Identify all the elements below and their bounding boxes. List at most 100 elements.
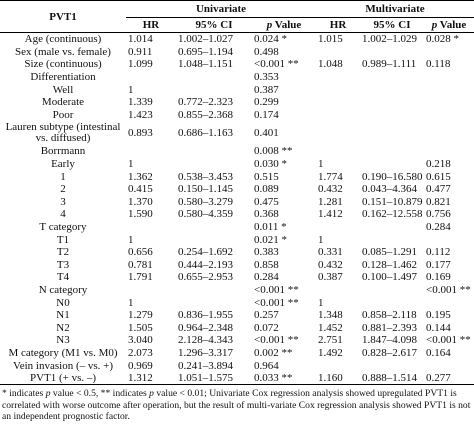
uni-ci-cell: 0.695–1.194 bbox=[178, 45, 233, 58]
table-row: Borrmann 0.008 ** bbox=[0, 145, 474, 158]
uni-p-cell: 0.498 bbox=[254, 45, 279, 58]
uni-ci-cell: 0.241–3.894 bbox=[178, 359, 233, 372]
uni-hr-cell bbox=[126, 221, 176, 234]
row-label-cell: 3 bbox=[60, 195, 66, 208]
uni-ci-cell bbox=[176, 233, 252, 246]
multi-hr-cell: 1 bbox=[318, 233, 324, 246]
table-row: N2 1.505 0.964–2.348 0.072 1.452 0.881–2.393 0… bbox=[0, 321, 474, 334]
multi-ci-cell bbox=[360, 96, 424, 109]
table-row: Well 1 0.387 bbox=[0, 83, 474, 96]
row-label-cell: N0 bbox=[56, 296, 70, 309]
uni-p-cell: 0.030 * bbox=[254, 158, 287, 171]
uni-hr-cell: 0.781 bbox=[128, 258, 153, 271]
footnote-p2: p bbox=[149, 388, 154, 400]
multi-p-cell bbox=[424, 46, 474, 59]
table-row: Early 1 0.030 * 1 0.218 bbox=[0, 158, 474, 171]
uni-hr-cell: 1.362 bbox=[128, 170, 153, 183]
table-row: T2 0.656 0.254–1.692 0.383 0.331 0.085–1.291 0… bbox=[0, 246, 474, 259]
uni-ci-cell: 0.444–2.193 bbox=[178, 258, 233, 271]
uni-p-cell: 0.401 bbox=[254, 126, 279, 139]
table-row: Size (continuous) 1.099 1.048–1.151 <0.001 … bbox=[0, 58, 474, 71]
multi-hr-cell: 0.432 bbox=[318, 258, 343, 271]
multi-p-cell bbox=[424, 71, 474, 84]
uni-hr-cell: 2.073 bbox=[128, 346, 153, 359]
uni-p-cell: <0.001 ** bbox=[254, 296, 299, 309]
multi-ci-cell bbox=[360, 284, 424, 297]
footnote-rest: value < 0.01; Univariate Cox regression … bbox=[2, 388, 471, 423]
multi-ci-cell bbox=[360, 296, 424, 309]
multi-ci-cell bbox=[360, 109, 424, 122]
table-row: Age (continuous) 1.014 1.002–1.027 0.024 * 1… bbox=[0, 33, 474, 46]
uni-p-cell: 0.174 bbox=[254, 108, 279, 121]
row-label-cell: Moderate bbox=[41, 96, 85, 109]
uni-hr-cell: 1.505 bbox=[128, 321, 153, 334]
uni-ci-cell: 0.686–1.163 bbox=[178, 126, 233, 139]
uni-ci-cell: 0.254–1.692 bbox=[178, 246, 233, 259]
multi-p-italic: p bbox=[431, 19, 438, 31]
row-label-cell: Age (continuous) bbox=[24, 33, 102, 46]
uni-p-cell: 0.353 bbox=[254, 71, 279, 84]
multi-p-cell: <0.001 ** bbox=[426, 283, 471, 296]
uni-ci-cell bbox=[176, 145, 252, 158]
multi-ci-cell bbox=[360, 71, 424, 84]
row-label-cell: Borrmann bbox=[40, 145, 86, 158]
row-label-cell: 4 bbox=[60, 208, 66, 221]
multi-p-cell bbox=[424, 83, 474, 96]
uni-p-rest: Value bbox=[272, 19, 302, 31]
multi-ci-cell bbox=[360, 221, 424, 234]
uni-p-cell: 0.964 bbox=[254, 359, 279, 372]
uni-ci-cell bbox=[176, 71, 252, 84]
uni-p-cell: 0.021 * bbox=[254, 233, 287, 246]
multi-p-cell: 0.177 bbox=[426, 258, 451, 271]
uni-p-cell: 0.072 bbox=[254, 321, 279, 334]
cox-regression-table: PVT1 Univariate Multivariate HR 95% CI p… bbox=[0, 0, 474, 386]
multi-ci-cell: 1.002–1.029 bbox=[362, 33, 418, 46]
multi-ci-header: 95% CI bbox=[360, 17, 425, 33]
multi-hr-cell: 1.281 bbox=[318, 195, 343, 208]
row-label-cell: T2 bbox=[56, 246, 70, 259]
multi-p-cell: 0.028 * bbox=[426, 33, 460, 46]
multi-p-cell: 0.164 bbox=[426, 346, 451, 359]
multi-hr-cell: 1.412 bbox=[318, 208, 343, 221]
table-row: M category (M1 vs. M0) 2.073 1.296–3.317 0.… bbox=[0, 347, 474, 360]
uni-hr-cell: 0.656 bbox=[128, 246, 153, 259]
multi-p-cell bbox=[424, 145, 474, 158]
uni-ci-cell: 0.580–4.359 bbox=[178, 208, 233, 221]
multi-hr-cell bbox=[316, 83, 360, 96]
uni-hr-cell: 3.040 bbox=[128, 334, 153, 347]
footnote-mid: value < 0.5, ** indicates bbox=[50, 388, 150, 400]
multi-p-cell: <0.001 ** bbox=[426, 334, 471, 347]
multi-ci-cell bbox=[360, 121, 424, 145]
uni-p-cell: 0.011 * bbox=[254, 221, 287, 234]
uni-hr-cell: 0.415 bbox=[128, 183, 153, 196]
uni-p-cell: 0.515 bbox=[254, 170, 279, 183]
multi-ci-cell: 1.847–4.098 bbox=[362, 334, 418, 347]
row-label-cell: T1 bbox=[56, 233, 70, 246]
uni-p-cell: <0.001 ** bbox=[254, 58, 299, 71]
uni-hr-cell: 1 bbox=[128, 83, 134, 96]
row-label-cell: Sex (male vs. female) bbox=[15, 45, 111, 58]
uni-hr-cell: 0.893 bbox=[128, 126, 153, 139]
multi-p-cell: 0.477 bbox=[426, 183, 451, 196]
table-row: 1 1.362 0.538–3.453 0.515 1.774 0.190–16.580 0… bbox=[0, 170, 474, 183]
uni-ci-cell bbox=[176, 296, 252, 309]
table-row: N category <0.001 ** <0.001 ** bbox=[0, 284, 474, 297]
row-label-cell: 1 bbox=[60, 170, 66, 183]
corner-label: PVT1 bbox=[0, 0, 126, 33]
table-row: N1 1.279 0.836–1.955 0.257 1.348 0.858–2.118 0… bbox=[0, 309, 474, 322]
multi-p-cell bbox=[424, 233, 474, 246]
multi-p-cell: 0.112 bbox=[426, 246, 451, 259]
uni-p-cell: 0.858 bbox=[254, 258, 279, 271]
uni-ci-cell: 0.655–2.953 bbox=[178, 271, 233, 284]
multi-p-cell bbox=[424, 121, 474, 145]
uni-hr-cell bbox=[126, 145, 176, 158]
multi-p-cell bbox=[424, 96, 474, 109]
multi-ci-cell: 0.989–1.111 bbox=[362, 58, 417, 71]
multi-hr-cell bbox=[316, 46, 360, 59]
multi-ci-cell bbox=[360, 145, 424, 158]
uni-ci-header: 95% CI bbox=[176, 17, 252, 33]
row-label-cell: Size (continuous) bbox=[24, 58, 102, 71]
group-header-row: PVT1 Univariate Multivariate bbox=[0, 0, 474, 33]
table-row: T4 1.791 0.655–2.953 0.284 0.387 0.100–1.497 0… bbox=[0, 271, 474, 284]
uni-ci-cell: 0.150–1.145 bbox=[178, 183, 233, 196]
